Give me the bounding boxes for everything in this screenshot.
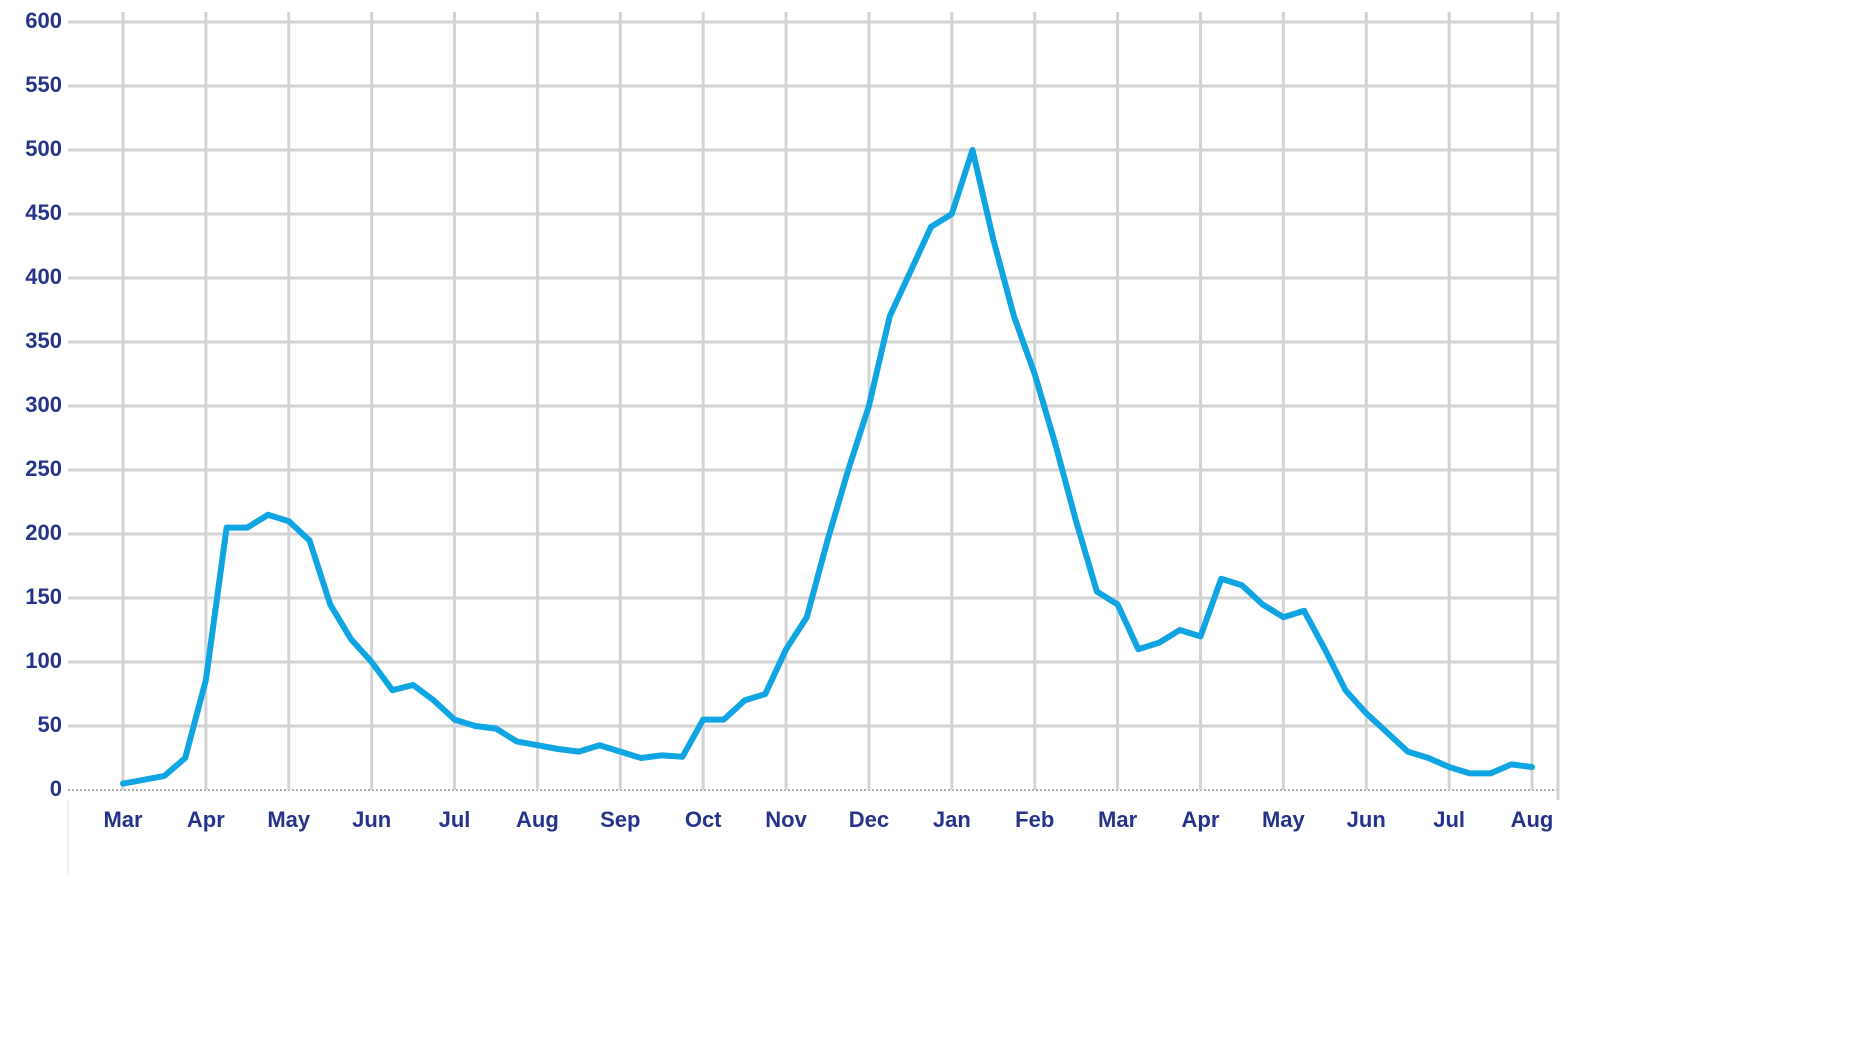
x-tick-label: Aug [516,807,559,832]
x-tick-label: Jul [439,807,471,832]
y-tick-label: 350 [25,328,62,353]
x-tick-label: Jun [1347,807,1386,832]
x-tick-label: Apr [187,807,225,832]
x-tick-label: Jan [933,807,971,832]
y-tick-label: 500 [25,136,62,161]
x-tick-label: May [1262,807,1306,832]
x-tick-label: Mar [103,807,143,832]
x-tick-label: Sep [600,807,640,832]
y-tick-label: 0 [50,776,62,801]
x-tick-label: May [267,807,311,832]
y-tick-label: 250 [25,456,62,481]
y-tick-label: 600 [25,8,62,33]
x-tick-label: Jun [352,807,391,832]
x-tick-label: Jul [1433,807,1465,832]
x-tick-label: Oct [685,807,722,832]
y-tick-label: 50 [38,712,62,737]
x-tick-label: Apr [1182,807,1220,832]
x-tick-label: Mar [1098,807,1138,832]
y-tick-label: 450 [25,200,62,225]
y-tick-label: 200 [25,520,62,545]
x-tick-label: Aug [1511,807,1554,832]
y-tick-label: 400 [25,264,62,289]
y-tick-label: 100 [25,648,62,673]
x-tick-label: Feb [1015,807,1054,832]
x-tick-label: Dec [849,807,889,832]
y-tick-label: 550 [25,72,62,97]
x-tick-label: Nov [765,807,807,832]
data-line [120,147,1535,787]
y-tick-label: 150 [25,584,62,609]
y-tick-label: 300 [25,392,62,417]
